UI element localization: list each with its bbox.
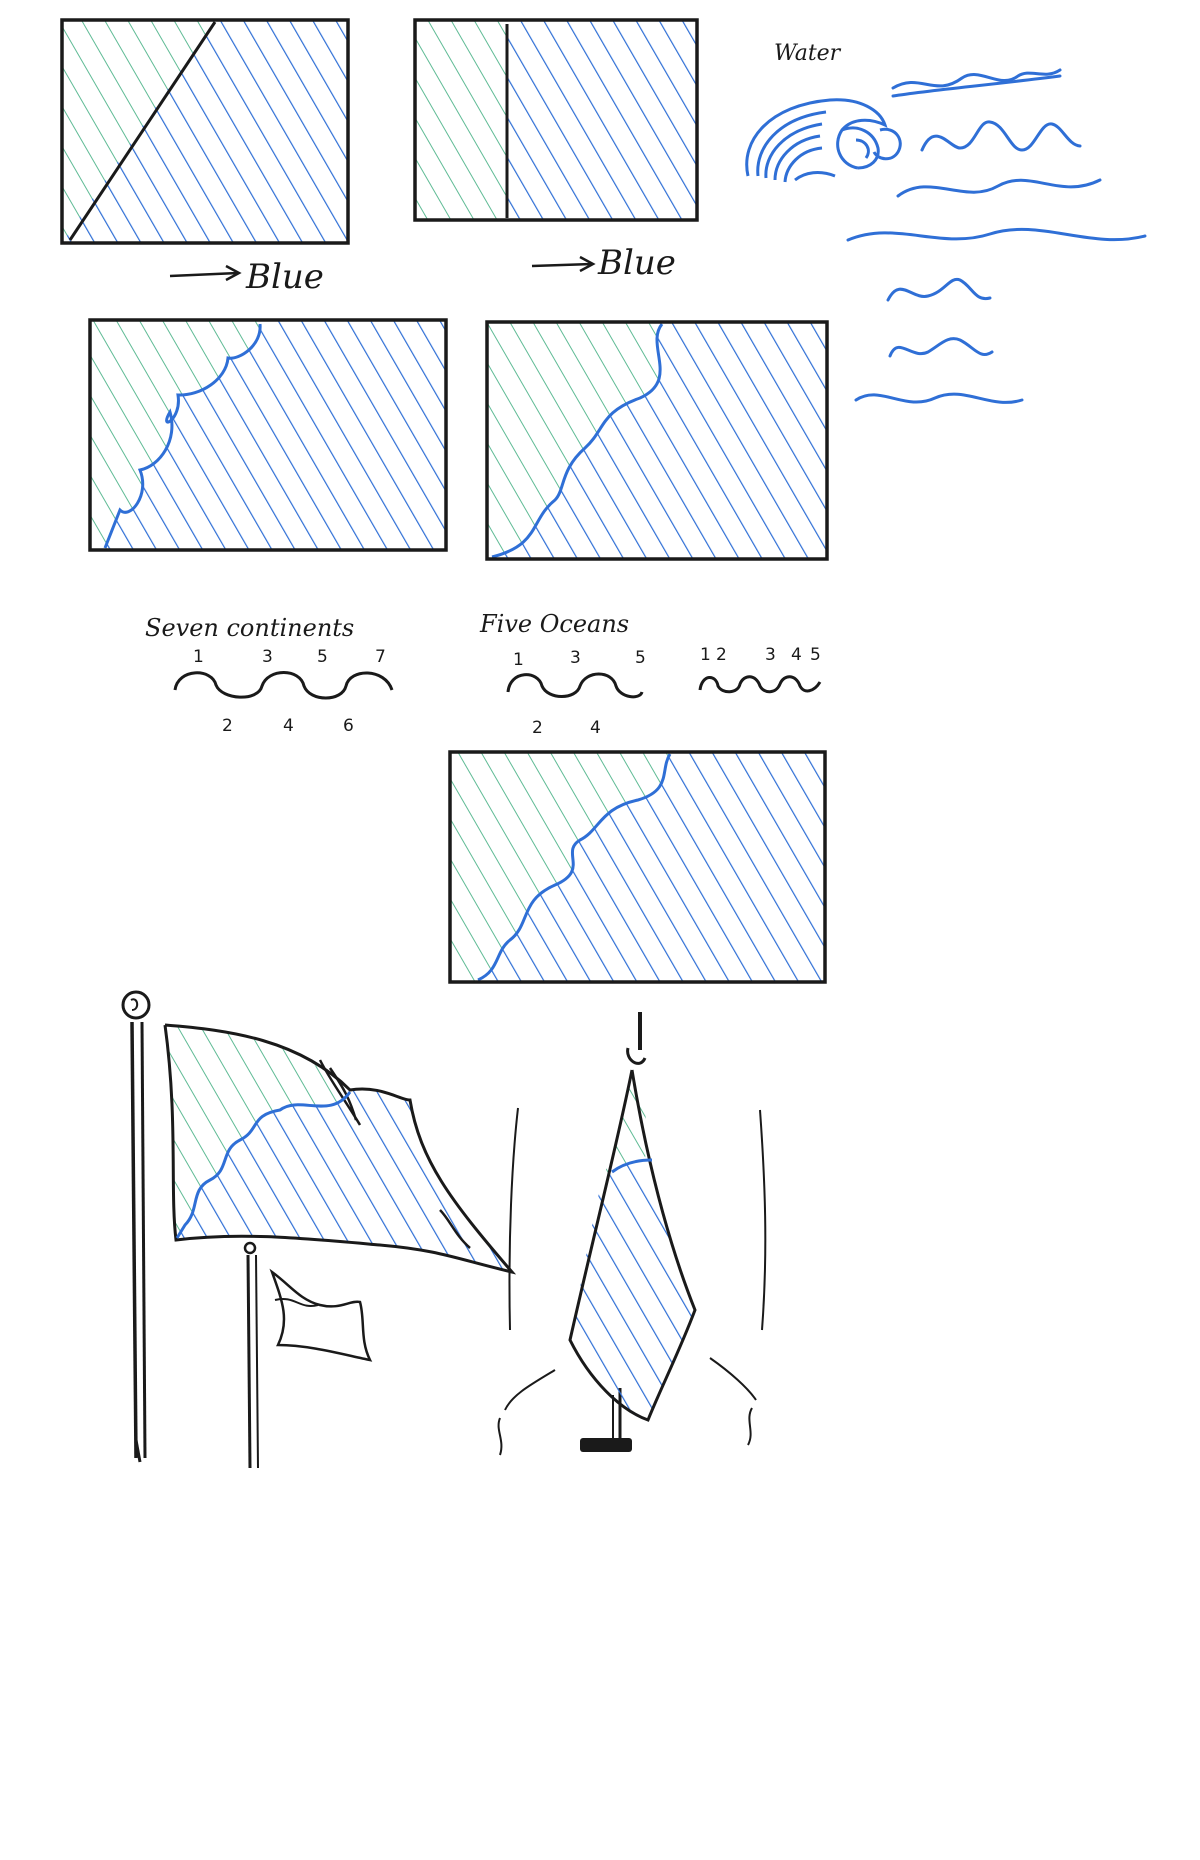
count-number: 4: [590, 718, 601, 738]
count-number: 5: [317, 647, 328, 667]
count-number: 4: [283, 716, 294, 736]
count-number: 3: [262, 647, 273, 667]
five-bottom-numbers: 2 4: [532, 718, 601, 738]
drape-lines: [497, 1107, 767, 1456]
flag-outline: [485, 320, 829, 561]
flag-sketch-wavy: [485, 320, 829, 561]
blue-field: [475, 752, 825, 982]
green-field: [487, 322, 662, 559]
seven-bottom-numbers: 2 4 6: [222, 716, 354, 736]
count-number: 5: [810, 645, 821, 665]
wave-line-3: [896, 178, 1102, 198]
count-number: 7: [375, 647, 386, 667]
blue-field: [105, 320, 446, 550]
flag-outline: [163, 1023, 517, 1275]
flagpole: [121, 990, 151, 1463]
wave-line-5: [886, 277, 992, 302]
divider-line: [611, 1158, 653, 1174]
arrow-right-icon: [531, 255, 596, 273]
blue-field: [507, 20, 697, 220]
wave-line-1: [891, 68, 1062, 90]
wave-divider: [506, 672, 644, 699]
divider-line: [68, 21, 217, 241]
blue-field: [62, 20, 348, 243]
divider-line: [477, 753, 672, 982]
seven-continents-label: Seven continents: [145, 614, 354, 642]
blue-field: [570, 1158, 695, 1420]
count-number: 1: [193, 647, 204, 667]
count-number: 1: [700, 645, 711, 665]
desk-flag-sketch: [497, 1012, 767, 1456]
blue-note-label: Blue: [597, 243, 676, 283]
flag-outline: [568, 1069, 697, 1422]
count-number: 3: [765, 645, 776, 665]
blue-note-right: Blue: [531, 243, 676, 283]
five-top-numbers: 1 3 5: [513, 648, 646, 670]
five-alt-numbers: 1 2 3 4 5: [700, 645, 821, 665]
green-field: [450, 752, 670, 982]
flag-outline: [88, 318, 448, 552]
green-field: [415, 20, 507, 220]
count-number: 4: [791, 645, 802, 665]
count-number: 1: [513, 650, 524, 670]
count-number: 6: [343, 716, 354, 736]
divider-line: [491, 323, 664, 559]
five-oceans-label: Five Oceans: [479, 610, 629, 638]
water-studies: Water: [745, 41, 1147, 404]
count-number: 3: [570, 648, 581, 668]
flag-sketch-scalloped: [88, 318, 448, 552]
wave-line-7: [854, 392, 1024, 404]
count-number: 2: [716, 645, 727, 665]
flag-sketch-vertical: [413, 18, 699, 222]
five-oceans-study: Five Oceans 1 3 5 2 4 1 2 3 4 5: [479, 610, 822, 738]
wave-line-2: [920, 120, 1082, 152]
waving-flag-sketch: [121, 990, 517, 1469]
wave-line-4: [846, 227, 1147, 242]
count-number: 2: [532, 718, 543, 738]
seven-continents-study: Seven continents 1 3 5 7 2 4 6: [145, 614, 394, 736]
arrow-right-icon: [169, 264, 242, 282]
wave-divider-small: [698, 675, 822, 694]
desk-flag-base: [580, 1438, 632, 1452]
wave-line-6: [888, 337, 994, 358]
green-field: [165, 1025, 350, 1240]
divider-line: [103, 323, 262, 549]
flag-outline: [448, 750, 827, 984]
divider-line: [175, 1091, 352, 1239]
wave-divider: [173, 671, 394, 700]
pole-finial: [121, 990, 151, 1020]
flag-outline: [60, 18, 350, 245]
great-wave-icon: [745, 98, 902, 183]
flag-sketch-final: [448, 750, 827, 984]
count-number: 5: [635, 648, 646, 668]
blue-note-label: Blue: [245, 257, 324, 297]
flag-sketch-diagonal: [60, 18, 350, 245]
blue-note-left: Blue: [169, 257, 324, 297]
flag-outline: [413, 18, 699, 222]
blue-field: [490, 322, 827, 559]
wave-line-samples: [846, 68, 1147, 404]
blue-field: [176, 1088, 512, 1272]
small-flag: [243, 1241, 373, 1469]
count-number: 2: [222, 716, 233, 736]
water-label: Water: [774, 41, 842, 66]
seven-top-numbers: 1 3 5 7: [193, 647, 386, 667]
